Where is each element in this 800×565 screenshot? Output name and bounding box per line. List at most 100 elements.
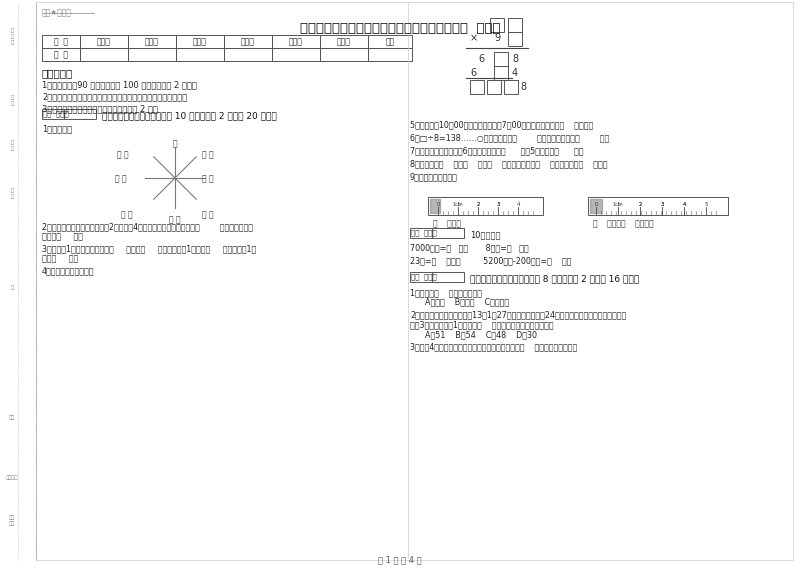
Bar [490, 18, 504, 32]
Text: 计算题: 计算题 [241, 37, 255, 46]
Text: （ ）: （ ） [202, 174, 214, 183]
Bar [42, 109, 64, 119]
Text: 得  分: 得 分 [54, 50, 68, 59]
Text: 1．填一填。: 1．填一填。 [42, 124, 72, 133]
Text: A．51    B．54    C．48    D．30: A．51 B．54 C．48 D．30 [425, 330, 537, 339]
Bar [470, 80, 484, 94]
Text: 0: 0 [594, 202, 598, 207]
Text: A．一定    B．可能    C．不可能: A．一定 B．可能 C．不可能 [425, 297, 509, 306]
Text: 得分  评卷人: 得分 评卷人 [411, 229, 437, 236]
Text: 2．劳动课上做纸花，红红做了2朵纸花，4朵蓝花，红花占纸花总数的（        ），蓝花占纸花: 2．劳动课上做纸花，红红做了2朵纸花，4朵蓝花，红花占纸花总数的（ ），蓝花占纸… [42, 222, 253, 231]
Bar [42, 48, 80, 61]
Text: 1cm: 1cm [453, 202, 463, 207]
Text: 2: 2 [476, 202, 480, 207]
Bar [320, 35, 368, 48]
Text: 9: 9 [494, 33, 500, 43]
Text: 4: 4 [512, 68, 518, 78]
Text: 考试须知：: 考试须知： [42, 68, 74, 78]
Bar [504, 80, 518, 94]
Text: 学校: 学校 [9, 415, 15, 420]
Text: 6: 6 [478, 54, 484, 64]
Text: 1．四边形（    ）平行四边形。: 1．四边形（ ）平行四边形。 [410, 288, 482, 297]
Text: ×: × [470, 33, 478, 43]
Text: 的有3人，那么三（1）一共有（    ）人参加了书画和棋艺小组。: 的有3人，那么三（1）一共有（ ）人参加了书画和棋艺小组。 [410, 320, 554, 329]
Bar [176, 35, 224, 48]
Bar [224, 35, 272, 48]
Text: 综合题: 综合题 [289, 37, 303, 46]
Text: 2．请首先按要求在试卷的指定位置填写您的姓名、班级、学号。: 2．请首先按要求在试卷的指定位置填写您的姓名、班级、学号。 [42, 92, 187, 101]
Text: （ ）: （ ） [115, 174, 127, 183]
Bar [410, 272, 432, 282]
Text: 5: 5 [704, 202, 708, 207]
Text: 6: 6 [470, 68, 476, 78]
Text: 0: 0 [436, 202, 440, 207]
Bar [432, 228, 464, 238]
Bar [64, 109, 96, 119]
Bar [487, 80, 501, 94]
Text: 班
级: 班 级 [10, 140, 14, 151]
Bar [42, 35, 80, 48]
Bar [432, 272, 464, 282]
Bar [368, 35, 412, 48]
Text: （ ）: （ ） [117, 150, 129, 159]
Text: 二、反复比较，慎重选择（共 8 小题，每题 2 分，共 16 分）。: 二、反复比较，慎重选择（共 8 小题，每题 2 分，共 16 分）。 [470, 274, 639, 283]
Text: （ ）: （ ） [169, 215, 181, 224]
Text: 3: 3 [496, 202, 500, 207]
Text: （ ）: （ ） [121, 210, 133, 219]
Text: 1: 1 [616, 202, 620, 207]
Text: 格是（     ）。: 格是（ ）。 [42, 254, 78, 263]
Text: （ ）: （ ） [202, 150, 214, 159]
Bar [410, 228, 432, 238]
Text: 得分  评卷人: 得分 评卷人 [411, 273, 437, 280]
Bar [320, 48, 368, 61]
Text: （ ）: （ ） [202, 210, 214, 219]
Text: 选择题: 选择题 [145, 37, 159, 46]
Text: 填空题: 填空题 [97, 37, 111, 46]
Text: 2．学校开设两个兴趣小组，13（1）27人参加书画小组，24人参加棋艺小组，两个小组都参加: 2．学校开设两个兴趣小组，13（1）27人参加书画小组，24人参加棋艺小组，两个… [410, 310, 626, 319]
Bar [428, 197, 543, 215]
Bar [272, 48, 320, 61]
Text: 6．□÷8=138……○，余数最大填（        ），这时被除数是（        ）。: 6．□÷8=138……○，余数最大填（ ），这时被除数是（ ）。 [410, 133, 610, 142]
Text: 3: 3 [497, 202, 499, 207]
Text: 审
条
码: 审 条 码 [10, 28, 14, 45]
Text: 河北省实验小学三年级数学下学期过关检测试卷  附答案: 河北省实验小学三年级数学下学期过关检测试卷 附答案 [300, 22, 500, 35]
Bar [80, 35, 128, 48]
Text: 学
号: 学 号 [10, 188, 14, 199]
Text: （    ）毫米: （ ）毫米 [433, 219, 461, 228]
Text: （    ）厘米（    ）毫米。: （ ）厘米（ ）毫米。 [593, 219, 654, 228]
Text: 4．在里填上适当的数。: 4．在里填上适当的数。 [42, 266, 94, 275]
Bar [508, 32, 522, 46]
Text: 2: 2 [477, 202, 479, 207]
Text: 4: 4 [516, 202, 520, 207]
Bar [494, 52, 508, 66]
Text: 第 1 页 共 4 页: 第 1 页 共 4 页 [378, 555, 422, 564]
Text: 10．熟算。: 10．熟算。 [470, 230, 501, 239]
Text: 3: 3 [660, 202, 664, 207]
Text: 8: 8 [512, 54, 518, 64]
Bar [80, 48, 128, 61]
Text: 3．不要在试卷上乱写乱画，卷面不整洁扣 2 分。: 3．不要在试卷上乱写乱画，卷面不整洁扣 2 分。 [42, 104, 158, 113]
Text: 得分  评卷人: 得分 评卷人 [43, 110, 69, 116]
Text: 3．分针走1小格，秒针正好走（     ），是（     ）秒，分针走1大格是（     ），时针走1大: 3．分针走1小格，秒针正好走（ ），是（ ）秒，分针走1大格是（ ），时针走1大 [42, 244, 256, 253]
Text: 1: 1 [456, 202, 460, 207]
Text: 内: 内 [10, 285, 14, 290]
Text: 总分: 总分 [386, 37, 394, 46]
Text: 4: 4 [682, 202, 686, 207]
Text: 2: 2 [638, 202, 642, 207]
Text: 题型
姓名: 题型 姓名 [9, 515, 15, 526]
Bar [494, 66, 508, 80]
Bar [508, 18, 522, 32]
Text: 4: 4 [682, 202, 686, 207]
Text: 7．把一根绳子平均分成6份，每份是它的（      ），5份是它的（      ）。: 7．把一根绳子平均分成6份，每份是它的（ ），5份是它的（ ）。 [410, 146, 583, 155]
Text: 判断题: 判断题 [193, 37, 207, 46]
Text: 5．小林晚上10：00睡觉，第二天早上7：00起床，他一共睡了（    ）小时。: 5．小林晚上10：00睡觉，第二天早上7：00起床，他一共睡了（ ）小时。 [410, 120, 594, 129]
Text: 应用题: 应用题 [337, 37, 351, 46]
Text: （新题）: （新题） [6, 475, 18, 480]
Bar [588, 197, 728, 215]
Text: 8: 8 [520, 82, 526, 92]
Text: 微密★自用圈: 微密★自用圈 [42, 8, 72, 17]
Text: 8．你出生于（    ）年（    ）月（    ）日，那一年是（    ）年，全年有（    ）天。: 8．你出生于（ ）年（ ）月（ ）日，那一年是（ ）年，全年有（ ）天。 [410, 159, 607, 168]
Text: 3: 3 [661, 202, 663, 207]
Text: 题  号: 题 号 [54, 37, 68, 46]
Text: 姓
名: 姓 名 [10, 95, 14, 106]
